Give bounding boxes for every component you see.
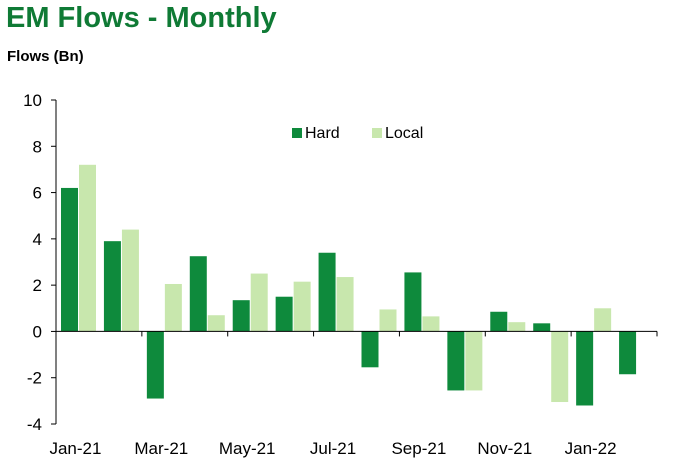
bar-hard-apr-21 [189,256,207,332]
y-tick-label: 6 [33,184,42,203]
bar-hard-jun-21 [275,296,293,332]
y-tick-label: 0 [33,322,42,341]
bar-hard-jan-21 [61,187,78,332]
bar-local-may-21 [250,273,268,332]
bar-local-nov-21 [508,322,526,332]
y-tick-label: -4 [27,415,42,434]
bar-hard-mar-21 [146,331,164,399]
bar-hard-oct-21 [447,331,465,391]
bar-local-aug-21 [379,309,397,332]
y-tick-label: 2 [33,276,42,295]
legend-label-hard: Hard [305,125,340,142]
bar-hard-may-21 [232,300,250,332]
bar-hard-jan-22 [576,331,594,406]
x-tick-label: Jan-22 [565,439,617,458]
bar-hard-jul-21 [318,252,336,332]
bar-local-mar-21 [164,283,182,332]
bar-hard-feb-21 [103,241,121,332]
bar-local-dec-21 [551,331,569,403]
bar-local-apr-21 [207,315,225,332]
x-tick-label: Sep-21 [391,439,446,458]
bar-local-oct-21 [465,331,483,391]
y-tick-label: -2 [27,369,42,388]
bar-local-feb-21 [121,229,139,332]
bar-local-jul-21 [336,277,354,332]
y-axis-label: Flows (Bn) [7,48,84,65]
bar-local-jan-21 [79,164,96,332]
x-tick-label: Nov-21 [477,439,532,458]
x-tick-label: May-21 [219,439,276,458]
y-tick-label: 10 [23,91,42,110]
bar-hard-aug-21 [361,331,379,368]
bar-local-jan-22 [594,308,612,332]
bar-hard-feb-22 [619,331,637,375]
bar-hard-dec-21 [533,323,551,332]
legend-swatch-hard [292,128,302,138]
x-tick-label: Jul-21 [310,439,356,458]
x-tick-label: Mar-21 [134,439,188,458]
bar-local-sep-21 [422,316,440,332]
bar-hard-sep-21 [404,272,422,332]
x-tick-label: Jan-21 [49,439,101,458]
bar-hard-nov-21 [490,311,508,332]
y-tick-label: 8 [33,137,42,156]
y-tick-label: 4 [33,230,42,249]
legend-swatch-local [372,128,382,138]
bar-local-jun-21 [293,281,311,332]
legend-label-local: Local [385,125,423,142]
chart-title: EM Flows - Monthly [6,2,277,34]
